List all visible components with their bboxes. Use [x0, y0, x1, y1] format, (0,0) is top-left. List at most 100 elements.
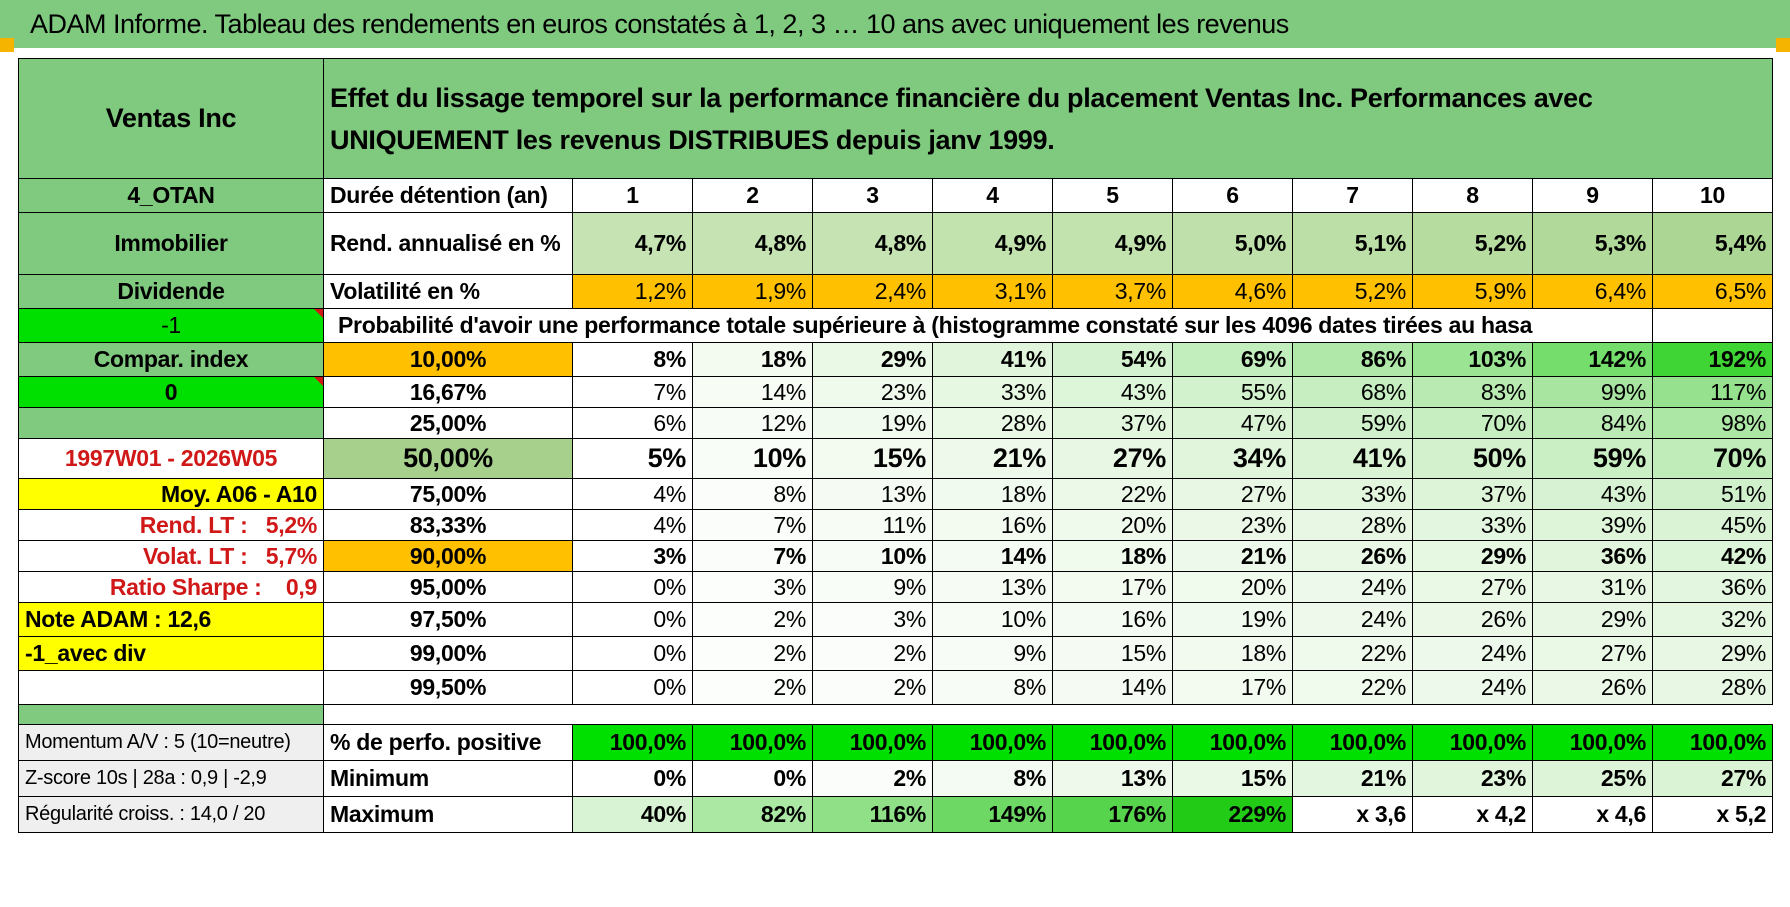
quantile-cell: 11% — [812, 509, 933, 541]
quantile-cell: 26% — [1532, 670, 1653, 705]
maximum-cell: 149% — [932, 796, 1053, 833]
quantile-cell: 16% — [932, 509, 1053, 541]
quantile-cell: 2% — [812, 670, 933, 705]
quantile-cell: 26% — [1412, 602, 1533, 637]
quantile-cell: 16% — [1052, 602, 1173, 637]
quantile-cell: 45% — [1651, 509, 1774, 541]
quantile-cell: 6% — [572, 407, 693, 439]
quantile-cell: 9% — [932, 636, 1053, 671]
rend-cell: 5,3% — [1532, 212, 1653, 275]
quantile-cell: 54% — [1052, 342, 1173, 377]
maximum-cell: x 3,6 — [1292, 796, 1413, 833]
year-header: 3 — [812, 178, 933, 213]
rend-cell: 4,8% — [692, 212, 813, 275]
quantile-label: 10,00% — [323, 342, 573, 377]
quantile-cell: 28% — [1292, 509, 1413, 541]
quantile-cell: 13% — [932, 571, 1053, 603]
rend-lt-value: 5,2% — [265, 511, 318, 538]
minimum-cell: 15% — [1172, 760, 1293, 797]
vol-cell: 1,9% — [692, 274, 813, 309]
quantile-label: 99,00% — [323, 636, 573, 671]
selector-minus-one[interactable]: -1 — [18, 308, 324, 343]
quantile-cell: 26% — [1292, 540, 1413, 572]
quantile-cell: 10% — [812, 540, 933, 572]
quantile-cell: 69% — [1172, 342, 1293, 377]
quantile-cell: 12% — [692, 407, 813, 439]
quantile-cell: 4% — [572, 509, 693, 541]
analysis-period: 1997W01 - 2026W05 — [18, 438, 324, 479]
company-name: Ventas Inc — [18, 58, 324, 179]
quantile-cell: 7% — [692, 509, 813, 541]
maximum-cell: 176% — [1052, 796, 1173, 833]
quantile-cell: 21% — [932, 438, 1053, 479]
quantile-cell: 3% — [812, 602, 933, 637]
quantile-cell: 50% — [1412, 438, 1533, 479]
quantile-cell: 10% — [692, 438, 813, 479]
quantile-cell: 14% — [692, 376, 813, 408]
quantile-cell: 28% — [932, 407, 1053, 439]
quantile-cell: 9% — [812, 571, 933, 603]
minimum-cell: 21% — [1292, 760, 1413, 797]
adam-note: Note ADAM : 12,6 — [18, 602, 324, 637]
quantile-cell: 0% — [572, 571, 693, 603]
momentum: Momentum A/V : 5 (10=neutre) — [18, 724, 324, 761]
rend-label: Rend. annualisé en % — [323, 212, 573, 275]
rend-lt-label: Rend. LT : — [139, 511, 248, 538]
quantile-cell: 2% — [692, 636, 813, 671]
vol-cell: 2,4% — [812, 274, 933, 309]
category-code: 4_OTAN — [18, 178, 324, 213]
quantile-cell: 28% — [1651, 670, 1774, 705]
quantile-cell: 24% — [1292, 602, 1413, 637]
quantile-cell: 18% — [692, 342, 813, 377]
quantile-cell: 22% — [1292, 670, 1413, 705]
sharpe-label: Ratio Sharpe : — [109, 573, 262, 600]
quantile-label: 83,33% — [323, 509, 573, 541]
quantile-cell: 5% — [572, 438, 693, 479]
quantile-label: 25,00% — [323, 407, 573, 439]
quantile-cell: 17% — [1172, 670, 1293, 705]
quantile-cell: 10% — [932, 602, 1053, 637]
table-description: Effet du lissage temporel sur la perform… — [322, 58, 1774, 179]
volat-lt: Volat. LT : 5,7% — [18, 540, 324, 572]
positive-cell: 100,0% — [692, 724, 813, 761]
sharpe-value: 0,9 — [285, 573, 317, 600]
quantile-cell: 3% — [572, 540, 693, 572]
year-header: 5 — [1052, 178, 1173, 213]
rend-cell: 4,9% — [1052, 212, 1173, 275]
quantile-cell: 22% — [1292, 636, 1413, 671]
quantile-cell: 19% — [1172, 602, 1293, 637]
quantile-cell: 23% — [812, 376, 933, 408]
quantile-cell: 17% — [1052, 571, 1173, 603]
rend-cell: 5,1% — [1292, 212, 1413, 275]
maximum-cell: 116% — [812, 796, 933, 833]
duree-label: Durée détention (an) — [323, 178, 573, 213]
quantile-cell: 7% — [692, 540, 813, 572]
report-banner: ADAM Informe. Tableau des rendements en … — [0, 0, 1790, 48]
quantile-cell: 22% — [1052, 478, 1173, 510]
quantile-cell: 51% — [1651, 478, 1774, 510]
report-title: ADAM Informe. Tableau des rendements en … — [30, 8, 1289, 39]
selector-zero[interactable]: 0 — [18, 376, 324, 408]
volat-lt-label: Volat. LT : — [143, 542, 248, 569]
empty-cell — [18, 407, 324, 439]
quantile-cell: 8% — [692, 478, 813, 510]
year-header: 2 — [692, 178, 813, 213]
sector: Immobilier — [18, 212, 324, 275]
quantile-cell: 192% — [1651, 342, 1774, 377]
vol-cell: 6,5% — [1651, 274, 1774, 309]
minimum-cell: 13% — [1052, 760, 1173, 797]
quantile-cell: 18% — [1052, 540, 1173, 572]
maximum-cell: x 5,2 — [1651, 796, 1774, 833]
income-mode: Dividende — [18, 274, 324, 309]
maximum-cell: x 4,2 — [1412, 796, 1533, 833]
positive-cell: 100,0% — [1651, 724, 1774, 761]
quantile-cell: 34% — [1172, 438, 1293, 479]
quantile-cell: 27% — [1532, 636, 1653, 671]
positive-cell: 100,0% — [1052, 724, 1173, 761]
rend-cell: 5,4% — [1651, 212, 1774, 275]
vol-cell: 6,4% — [1532, 274, 1653, 309]
quantile-cell: 70% — [1412, 407, 1533, 439]
minimum-cell: 23% — [1412, 760, 1533, 797]
quantile-cell: 31% — [1532, 571, 1653, 603]
rend-cell: 4,9% — [932, 212, 1053, 275]
